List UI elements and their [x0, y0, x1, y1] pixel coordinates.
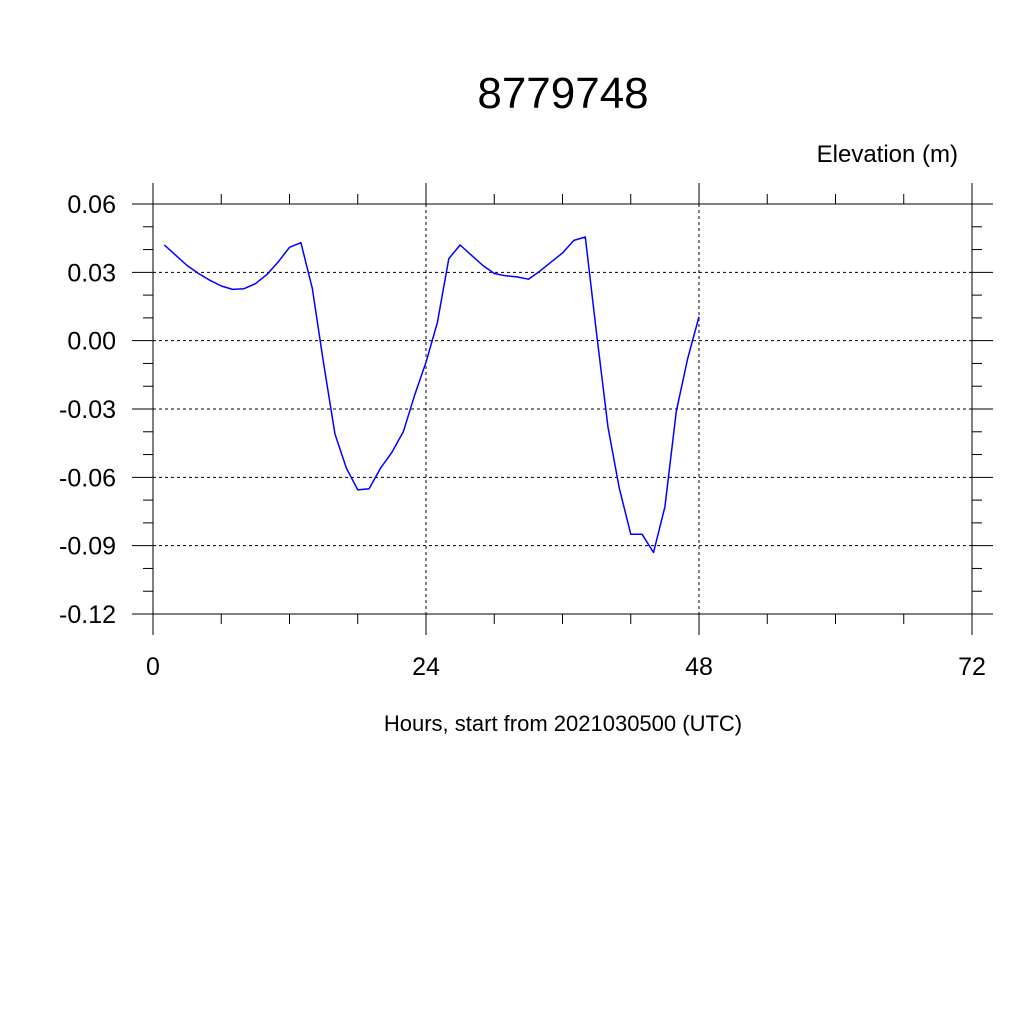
x-tick-label: 24: [412, 653, 440, 681]
ticks: [132, 183, 993, 635]
y-tick-label: 0.03: [67, 259, 116, 287]
tick-labels: 0.06 0.03 0.00 -0.03 -0.06 -0.09 -0.12 0 24 48 72: [59, 191, 986, 681]
x-axis-label: Hours, start from 2021030500 (UTC): [384, 711, 742, 736]
y-tick-label: 0.00: [67, 328, 116, 356]
y-tick-label: -0.09: [59, 533, 116, 561]
x-tick-label: 72: [958, 653, 986, 681]
y-tick-label: 0.06: [67, 191, 116, 219]
y-tick-label: -0.06: [59, 464, 116, 492]
chart-title: 8779748: [477, 69, 648, 118]
y-tick-label: -0.12: [59, 601, 116, 629]
elevation-series-line: [163, 236, 700, 554]
x-tick-label: 0: [146, 653, 160, 681]
y-axis-label: Elevation (m): [817, 141, 958, 168]
series-layer: [163, 236, 700, 554]
x-tick-label: 48: [685, 653, 713, 681]
plot-frame: [152, 203, 973, 615]
y-tick-label: -0.03: [59, 396, 116, 424]
